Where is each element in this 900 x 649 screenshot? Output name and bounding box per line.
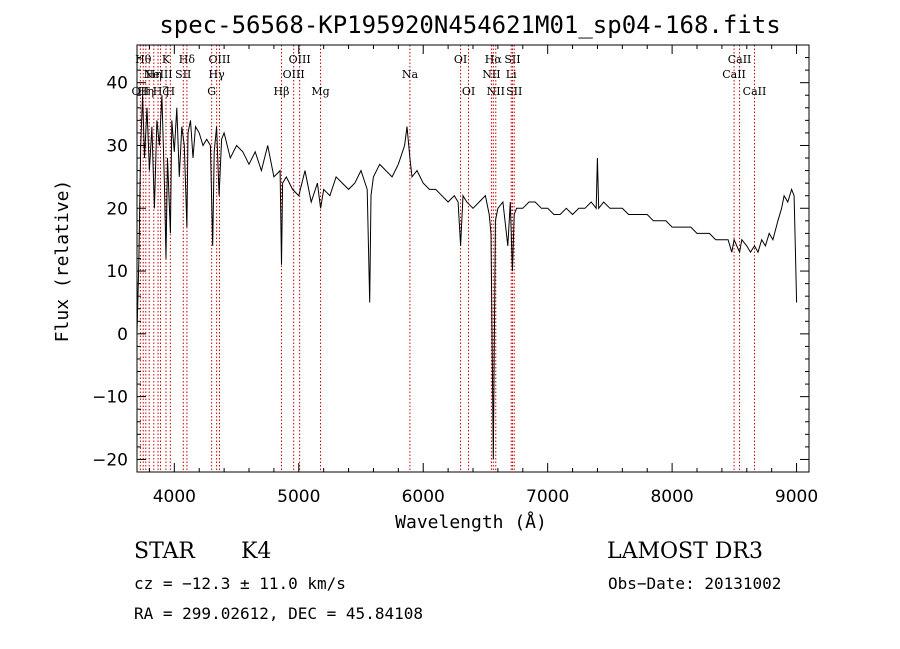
line-label: CaII xyxy=(728,53,752,66)
line-label: Na xyxy=(402,68,419,81)
line-label: OII xyxy=(132,85,150,98)
line-label: NII xyxy=(482,68,500,81)
line-label: SII xyxy=(175,68,191,81)
object-class: STAR xyxy=(134,539,195,564)
line-label: H xyxy=(166,85,176,98)
y-tick-label: 10 xyxy=(106,262,128,282)
x-tick-label: 4000 xyxy=(153,487,196,507)
line-label: CaII xyxy=(722,68,746,81)
y-tick-label: −20 xyxy=(92,450,128,470)
line-label: OIII xyxy=(289,53,311,66)
y-tick-label: 30 xyxy=(106,136,128,156)
line-label: Hγ xyxy=(209,68,226,81)
y-tick-label: 40 xyxy=(106,74,128,94)
line-label: NeIII xyxy=(143,68,172,81)
line-label: Hη xyxy=(138,85,154,98)
y-tick-label: 0 xyxy=(117,325,128,345)
x-tick-label: 8000 xyxy=(650,487,693,507)
line-labels: OIIHθHηHηNeIIIHζKHSIIHδGHγOIIIHβOIIIOIII… xyxy=(132,53,767,98)
line-label: OIII xyxy=(283,68,305,81)
survey-name: LAMOST DR3 xyxy=(607,539,763,564)
x-tick-label: 5000 xyxy=(277,487,320,507)
line-label: OI xyxy=(454,53,467,66)
line-label: Hη xyxy=(146,68,162,81)
line-label: OI xyxy=(462,85,475,98)
line-label: G xyxy=(207,85,216,98)
x-tick-label: 9000 xyxy=(775,487,818,507)
y-axis-label: Flux (relative) xyxy=(52,180,73,343)
line-label: CaII xyxy=(743,85,767,98)
line-label: K xyxy=(162,53,171,66)
line-label: Hβ xyxy=(274,85,290,98)
line-label: OIII xyxy=(208,53,230,66)
line-label: Hα xyxy=(485,53,503,66)
x-axis-ticks: 4000 5000 6000 7000 8000 9000 xyxy=(148,45,818,507)
obs-date: Obs−Date: 20131002 xyxy=(608,574,782,593)
line-label: SII xyxy=(506,85,522,98)
line-label: Mg xyxy=(311,85,329,98)
line-label: NII xyxy=(487,85,505,98)
x-tick-label: 7000 xyxy=(526,487,569,507)
line-label: Li xyxy=(506,68,517,81)
y-axis-ticks: −20 −10 0 10 20 30 40 xyxy=(92,44,809,470)
y-tick-label: 20 xyxy=(106,199,128,219)
line-label: Hζ xyxy=(153,85,169,98)
y-tick-label: −10 xyxy=(92,388,128,408)
spectrum-line xyxy=(136,95,798,460)
x-axis-label: Wavelength (Å) xyxy=(395,511,547,533)
redshift-cz: cz = −12.3 ± 11.0 km/s xyxy=(134,574,346,593)
object-subclass: K4 xyxy=(241,539,272,564)
line-label: Hδ xyxy=(179,53,196,66)
chart-title: spec-56568-KP195920N454621M01_sp04-168.f… xyxy=(159,11,780,39)
line-label: Hθ xyxy=(135,53,152,66)
ra-dec: RA = 299.02612, DEC = 45.84108 xyxy=(134,604,423,623)
line-label: SII xyxy=(504,53,520,66)
x-tick-label: 6000 xyxy=(402,487,445,507)
